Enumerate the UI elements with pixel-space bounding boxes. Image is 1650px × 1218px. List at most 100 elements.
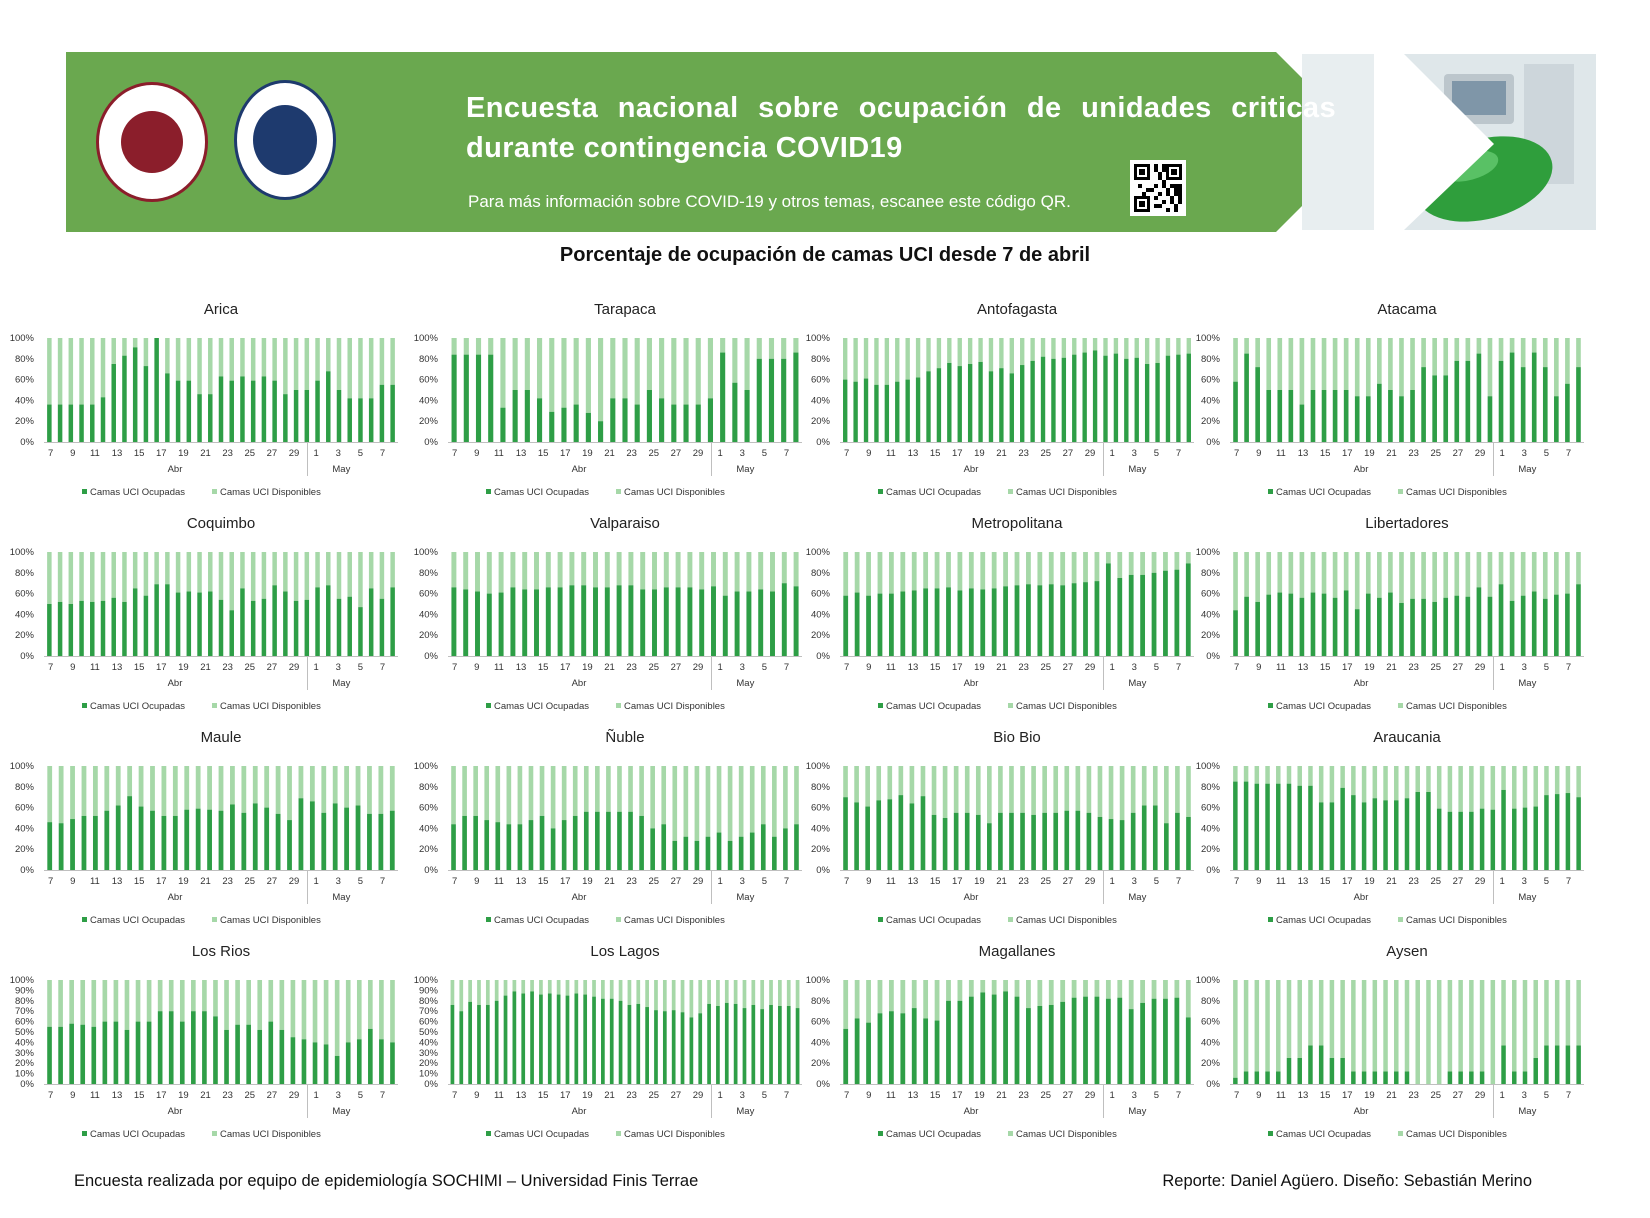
chart-panel: Atacama 0% 20% 40% 60% 80% 100% 7 9 11 13 15 17 19 21 2… <box>1186 294 1586 499</box>
bar-occupied <box>451 824 456 870</box>
bar-available <box>1388 552 1393 593</box>
qr-code-icon[interactable] <box>1130 160 1186 216</box>
chart-panel: Valparaiso 0% 20% 40% 60% 80% 100% 7 9 11 13 15 17 19… <box>404 508 804 713</box>
x-tick-label: 29 <box>1085 662 1096 673</box>
bar-available <box>561 766 567 821</box>
bar-available <box>290 980 296 1038</box>
bar-occupied <box>923 1018 929 1084</box>
bar-occupied <box>368 1028 373 1084</box>
bar-available <box>1576 552 1581 585</box>
bar-occupied <box>781 358 787 442</box>
x-tick-label: 3 <box>1522 662 1527 673</box>
bar-occupied <box>865 806 870 870</box>
bar-available <box>707 338 714 399</box>
bar-occupied <box>1544 1045 1549 1084</box>
bar-occupied <box>1174 569 1180 656</box>
bar-occupied <box>368 588 374 656</box>
legend-swatch-occupied <box>486 703 491 708</box>
x-tick-label: 7 <box>844 662 849 673</box>
bar-occupied <box>355 805 361 870</box>
y-tick-label: 80% <box>1201 782 1221 793</box>
bar-occupied <box>1124 358 1129 442</box>
x-tick-label: 7 <box>1234 662 1239 673</box>
bar-occupied <box>1458 811 1463 870</box>
month-label: May <box>332 892 350 903</box>
y-tick-label: 60% <box>15 1017 35 1028</box>
x-tick-label: 5 <box>358 876 363 887</box>
x-tick-label: 25 <box>244 1090 255 1101</box>
bar-occupied <box>246 1024 251 1084</box>
legend-label-occupied: Camas UCI Ocupadas <box>90 1129 185 1140</box>
bar-available <box>1020 338 1025 366</box>
bar-occupied <box>293 600 299 656</box>
x-tick-label: 11 <box>1276 448 1286 459</box>
finis-terrae-logo <box>234 80 336 200</box>
y-tick-label: 100% <box>10 761 35 772</box>
bar-available <box>1329 766 1335 803</box>
month-label: Abr <box>168 892 183 903</box>
bar-available <box>946 552 951 588</box>
month-label: Abr <box>964 892 979 903</box>
bar-available <box>336 338 342 390</box>
bar-available <box>663 552 669 588</box>
bar-occupied <box>561 820 567 870</box>
chart-panel: Maule 0% 20% 40% 60% 80% 100% 7 9 11 13 15 17 19 21 23 2… <box>0 722 400 927</box>
chart-panel: Araucania 0% 20% 40% 60% 80% 100% 7 9 11 13 15 17 19 2… <box>1186 722 1586 927</box>
bar-occupied <box>58 823 64 870</box>
bar-available <box>1544 766 1549 796</box>
bar-occupied <box>1276 1071 1281 1084</box>
bar-available <box>283 552 288 592</box>
bar-available <box>186 338 192 381</box>
bar-occupied <box>1340 1058 1345 1084</box>
x-tick-label: 29 <box>289 1090 300 1101</box>
bar-occupied <box>57 601 63 656</box>
bar-occupied <box>778 1006 782 1084</box>
x-tick-label: 25 <box>244 662 255 673</box>
bar-available <box>888 980 894 1012</box>
bar-occupied <box>991 994 997 1084</box>
legend-label-available: Camas UCI Disponibles <box>1016 915 1117 926</box>
bar-occupied <box>1354 609 1360 656</box>
bar-available <box>957 980 963 1001</box>
y-tick-label: 40% <box>811 609 831 620</box>
bar-occupied <box>195 808 201 870</box>
bar-occupied <box>345 1042 351 1084</box>
bar-available <box>240 552 245 589</box>
bar-occupied <box>565 995 570 1084</box>
bar-occupied <box>581 585 587 656</box>
bar-available <box>866 552 871 596</box>
bar-occupied <box>1266 390 1272 442</box>
bar-occupied <box>877 593 883 656</box>
bar-available <box>1124 338 1129 359</box>
bar-available <box>275 766 281 814</box>
bar-occupied <box>90 601 95 656</box>
bar-occupied <box>459 1011 464 1084</box>
bar-available <box>716 766 722 833</box>
legend-label-available: Camas UCI Disponibles <box>1406 915 1507 926</box>
bar-occupied <box>1244 353 1249 442</box>
bar-available <box>1310 552 1316 593</box>
x-tick-label: 25 <box>1040 448 1051 459</box>
y-tick-label: 0% <box>20 1079 34 1090</box>
bar-available <box>1075 766 1081 811</box>
bar-available <box>931 766 937 815</box>
bar-available <box>1465 552 1471 597</box>
bar-occupied <box>628 811 633 870</box>
bar-available <box>1343 552 1349 591</box>
x-tick-label: 15 <box>134 448 145 459</box>
bar-available <box>485 980 490 1005</box>
bar-occupied <box>462 815 467 870</box>
bar-occupied <box>179 1021 185 1084</box>
bar-occupied <box>794 824 799 870</box>
bar-occupied <box>617 811 622 870</box>
bar-occupied <box>250 380 256 442</box>
bar-occupied <box>909 803 915 870</box>
legend-swatch-occupied <box>1268 1131 1273 1136</box>
bar-occupied <box>1060 1001 1066 1084</box>
bar-occupied <box>47 604 52 656</box>
bar-occupied <box>866 1022 871 1084</box>
bar-occupied <box>1565 1045 1571 1084</box>
bar-occupied <box>326 371 331 442</box>
